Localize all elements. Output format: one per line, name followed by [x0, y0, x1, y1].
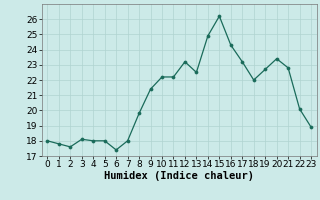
X-axis label: Humidex (Indice chaleur): Humidex (Indice chaleur)	[104, 171, 254, 181]
